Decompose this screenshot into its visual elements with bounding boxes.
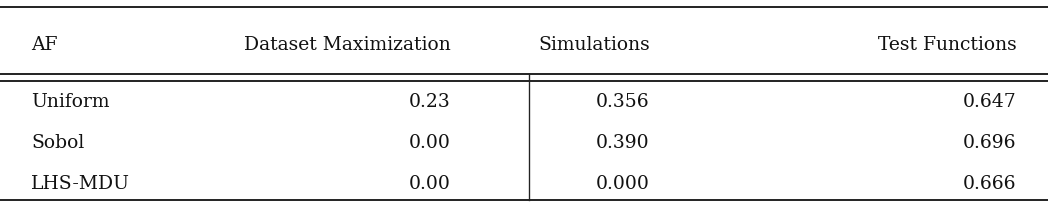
Text: AF: AF (31, 36, 58, 54)
Text: 0.356: 0.356 (596, 93, 650, 111)
Text: 0.23: 0.23 (409, 93, 451, 111)
Text: 0.000: 0.000 (596, 175, 650, 193)
Text: LHS-MDU: LHS-MDU (31, 175, 130, 193)
Text: Dataset Maximization: Dataset Maximization (244, 36, 451, 54)
Text: 0.00: 0.00 (409, 175, 451, 193)
Text: 0.00: 0.00 (409, 134, 451, 152)
Text: Simulations: Simulations (538, 36, 650, 54)
Text: Test Functions: Test Functions (878, 36, 1017, 54)
Text: 0.696: 0.696 (963, 134, 1017, 152)
Text: 0.647: 0.647 (963, 93, 1017, 111)
Text: Sobol: Sobol (31, 134, 85, 152)
Text: 0.390: 0.390 (596, 134, 650, 152)
Text: Uniform: Uniform (31, 93, 110, 111)
Text: 0.666: 0.666 (963, 175, 1017, 193)
